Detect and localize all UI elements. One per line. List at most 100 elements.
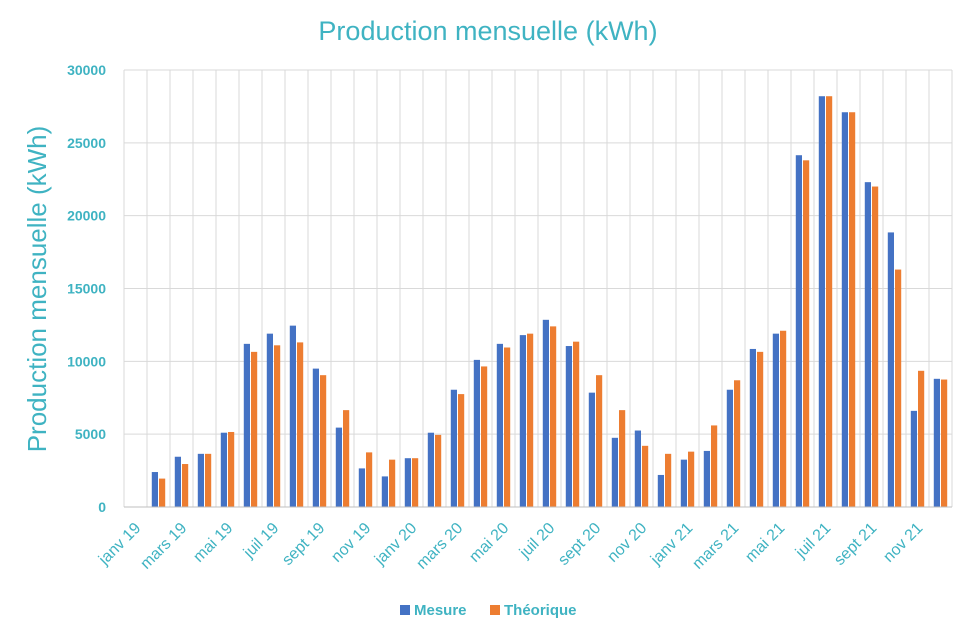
legend-swatch-mesure: [400, 605, 410, 615]
bar-mesure: [864, 182, 871, 507]
bar-theorique: [159, 478, 166, 507]
bar-mesure: [312, 368, 319, 507]
bar-theorique: [619, 410, 626, 507]
y-tick-label: 10000: [67, 353, 106, 369]
bar-theorique: [527, 333, 534, 507]
y-axis-title: Production mensuelle (kWh): [22, 126, 52, 453]
x-tick-label: nov 19: [328, 520, 374, 566]
bar-mesure: [266, 333, 273, 507]
bar-theorique: [343, 410, 350, 507]
bar-theorique: [826, 96, 833, 507]
x-tick-label: sept 19: [279, 520, 328, 569]
bar-mesure: [519, 335, 526, 507]
bar-theorique: [182, 464, 189, 507]
bar-mesure: [174, 456, 181, 507]
bar-mesure: [565, 346, 572, 507]
bar-mesure: [151, 472, 158, 507]
x-tick-label: mars 21: [689, 520, 742, 573]
y-tick-label: 0: [98, 499, 106, 515]
bar-mesure: [887, 232, 894, 507]
bar-theorique: [596, 375, 603, 507]
x-tick-label: juil 19: [240, 520, 282, 562]
x-tick-label: mars 20: [413, 520, 466, 573]
bar-theorique: [757, 351, 764, 507]
bar-mesure: [450, 389, 457, 507]
bar-theorique: [573, 341, 580, 507]
bar-mesure: [335, 427, 342, 507]
bar-mesure: [289, 325, 296, 507]
bar-theorique: [550, 326, 557, 507]
bar-mesure: [772, 333, 779, 507]
bar-mesure: [611, 437, 618, 507]
bar-theorique: [734, 380, 741, 507]
bar-theorique: [366, 452, 373, 507]
bar-theorique: [504, 347, 511, 507]
bars: [124, 96, 952, 508]
x-tick-label: mai 20: [466, 520, 512, 566]
bar-theorique: [412, 458, 419, 507]
legend: Mesure Théorique: [400, 602, 577, 619]
bar-mesure: [427, 432, 434, 507]
bar-mesure: [726, 389, 733, 507]
y-tick-label: 25000: [67, 135, 106, 151]
x-tick-label: juil 21: [792, 520, 834, 562]
bar-theorique: [458, 394, 465, 507]
bar-theorique: [895, 269, 902, 507]
bar-mesure: [910, 410, 917, 507]
bar-theorique: [849, 112, 856, 507]
bar-mesure: [634, 430, 641, 507]
bar-mesure: [841, 112, 848, 507]
bar-theorique: [665, 453, 672, 507]
legend-swatch-theorique: [490, 605, 500, 615]
x-tick-label: juil 20: [516, 520, 558, 562]
x-tick-label: mai 21: [742, 520, 788, 566]
bar-theorique: [803, 160, 810, 507]
bar-theorique: [941, 379, 948, 507]
x-tick-label: mars 19: [137, 520, 190, 573]
bar-theorique: [205, 453, 212, 507]
bar-theorique: [711, 425, 718, 507]
x-tick-label: nov 20: [604, 520, 650, 566]
bar-theorique: [389, 459, 396, 507]
bar-theorique: [780, 330, 787, 507]
bar-theorique: [688, 451, 695, 507]
bar-mesure: [404, 458, 411, 507]
x-tick-label: sept 21: [831, 520, 880, 569]
bar-theorique: [228, 431, 235, 507]
bar-mesure: [818, 96, 825, 507]
bar-mesure: [703, 450, 710, 507]
y-axis-ticks: 0 5000 10000 15000 20000 25000 30000: [67, 62, 106, 515]
bar-mesure: [473, 359, 480, 507]
bar-theorique: [642, 445, 649, 507]
bar-theorique: [435, 434, 442, 507]
bar-mesure: [197, 453, 204, 507]
y-tick-label: 20000: [67, 208, 106, 224]
bar-mesure: [220, 432, 227, 507]
bar-mesure: [657, 474, 664, 507]
y-tick-label: 5000: [75, 426, 106, 442]
bar-mesure: [933, 378, 940, 507]
y-tick-label: 15000: [67, 281, 106, 297]
bar-mesure: [749, 348, 756, 507]
chart-title: Production mensuelle (kWh): [318, 16, 657, 46]
bar-mesure: [795, 155, 802, 507]
x-tick-label: sept 20: [555, 520, 604, 569]
bar-theorique: [918, 370, 925, 507]
bar-theorique: [297, 342, 304, 507]
bar-mesure: [542, 319, 549, 507]
bar-theorique: [251, 351, 258, 507]
bar-mesure: [680, 459, 687, 507]
bar-theorique: [872, 186, 879, 508]
bar-mesure: [381, 476, 388, 507]
bar-mesure: [243, 343, 250, 507]
legend-label-theorique: Théorique: [504, 602, 577, 619]
bar-mesure: [496, 343, 503, 507]
y-tick-label: 30000: [67, 62, 106, 78]
bar-theorique: [274, 345, 281, 507]
x-tick-label: mai 19: [190, 520, 236, 566]
bar-theorique: [320, 375, 327, 507]
legend-label-mesure: Mesure: [414, 602, 467, 619]
bar-mesure: [358, 468, 365, 507]
